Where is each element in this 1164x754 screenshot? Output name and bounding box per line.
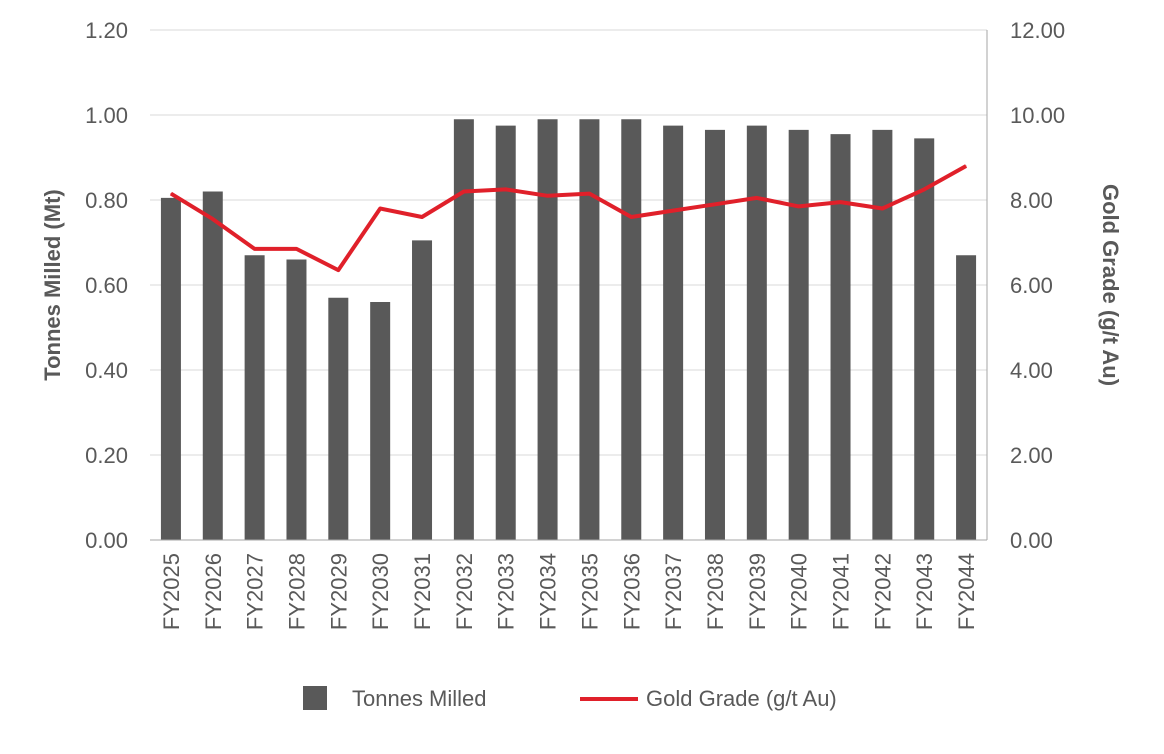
right-tick-label: 4.00	[1010, 358, 1053, 383]
point-gold-grade	[212, 218, 214, 220]
legend-label-tonnes: Tonnes Milled	[352, 686, 487, 711]
axes	[150, 30, 988, 541]
point-gold-grade	[965, 165, 967, 167]
legend: Tonnes Milled Gold Grade (g/t Au)	[303, 686, 837, 711]
point-gold-grade	[421, 216, 423, 218]
x-tick-label: FY2038	[703, 553, 728, 630]
bar-tonnes-milled	[286, 259, 307, 540]
bar-tonnes-milled	[872, 129, 893, 540]
left-tick-label: 1.00	[85, 103, 128, 128]
bar-tonnes-milled	[453, 119, 474, 540]
left-tick-label: 0.60	[85, 273, 128, 298]
x-tick-label: FY2036	[619, 553, 644, 630]
point-gold-grade	[881, 208, 883, 209]
x-tick-label: FY2040	[787, 553, 812, 630]
x-tick-label: FY2034	[536, 553, 561, 630]
x-tick-label: FY2031	[410, 553, 435, 630]
point-gold-grade	[463, 191, 465, 192]
x-tick-label: FY2033	[494, 553, 519, 630]
x-tick-label: FY2035	[577, 553, 602, 630]
right-tick-label: 10.00	[1010, 103, 1065, 128]
x-tick-label: FY2030	[368, 553, 393, 630]
point-gold-grade	[379, 208, 381, 209]
bar-tonnes-milled	[160, 197, 181, 540]
x-tick-label: FY2037	[661, 553, 686, 630]
left-axis-title: Tonnes Milled (Mt)	[40, 189, 65, 380]
point-gold-grade	[840, 201, 842, 203]
line-series	[169, 164, 968, 273]
x-tick-label: FY2032	[452, 553, 477, 630]
right-tick-label: 6.00	[1010, 273, 1053, 298]
legend-swatch-tonnes	[303, 686, 327, 710]
left-tick-label: 0.00	[85, 528, 128, 553]
gridlines	[150, 29, 987, 456]
x-tick-label: FY2027	[243, 553, 268, 630]
right-axis-ticks: 0.00 2.00 4.00 6.00 8.00 10.00 12.00	[1010, 18, 1065, 553]
x-tick-label: FY2042	[870, 553, 895, 630]
line-gold-grade	[169, 164, 968, 273]
point-gold-grade	[714, 203, 716, 205]
bar-tonnes-milled	[956, 255, 977, 540]
right-tick-label: 0.00	[1010, 528, 1053, 553]
bar-tonnes-milled	[663, 125, 684, 540]
point-gold-grade	[254, 248, 256, 250]
bar-tonnes-milled	[244, 255, 265, 540]
point-gold-grade	[672, 210, 674, 212]
x-tick-label: FY2043	[912, 553, 937, 630]
bars	[160, 119, 977, 540]
point-gold-grade	[337, 269, 339, 271]
bar-tonnes-milled	[495, 125, 516, 540]
point-gold-grade	[630, 216, 632, 218]
left-axis-ticks: 0.00 0.20 0.40 0.60 0.80 1.00 1.20	[85, 18, 128, 553]
x-tick-label: FY2026	[201, 553, 226, 630]
right-tick-label: 2.00	[1010, 443, 1053, 468]
point-gold-grade	[547, 195, 549, 197]
right-tick-label: 8.00	[1010, 188, 1053, 213]
point-gold-grade	[798, 205, 800, 207]
bar-tonnes-milled	[412, 240, 433, 540]
bar-tonnes-milled	[914, 138, 935, 540]
bar-tonnes-milled	[788, 129, 809, 540]
x-tick-label: FY2028	[285, 553, 310, 630]
x-tick-label: FY2029	[326, 553, 351, 630]
bar-tonnes-milled	[202, 191, 223, 540]
point-gold-grade	[923, 188, 925, 190]
left-tick-label: 1.20	[85, 18, 128, 43]
bar-tonnes-milled	[830, 134, 851, 540]
left-tick-label: 0.20	[85, 443, 128, 468]
point-gold-grade	[295, 248, 297, 250]
x-tick-label: FY2041	[829, 553, 854, 630]
point-gold-grade	[505, 188, 507, 190]
right-axis-title: Gold Grade (g/t Au)	[1098, 184, 1123, 386]
left-tick-label: 0.40	[85, 358, 128, 383]
bar-tonnes-milled	[328, 297, 349, 540]
bar-tonnes-milled	[704, 129, 725, 540]
right-tick-label: 12.00	[1010, 18, 1065, 43]
legend-label-gold-grade: Gold Grade (g/t Au)	[646, 686, 837, 711]
x-axis-ticks: FY2025 FY2026 FY2027 FY2028 FY2029 FY2030 FY20…	[159, 553, 979, 630]
left-tick-label: 0.80	[85, 188, 128, 213]
bar-tonnes-milled	[537, 119, 558, 540]
point-gold-grade	[588, 193, 590, 195]
bar-tonnes-milled	[370, 302, 391, 540]
bar-tonnes-milled	[621, 119, 642, 540]
x-tick-label: FY2039	[745, 553, 770, 630]
point-gold-grade	[170, 193, 172, 195]
point-gold-grade	[756, 197, 758, 199]
bar-tonnes-milled	[579, 119, 600, 540]
bar-tonnes-milled	[746, 125, 767, 540]
x-tick-label: FY2025	[159, 553, 184, 630]
x-tick-label: FY2044	[954, 553, 979, 630]
